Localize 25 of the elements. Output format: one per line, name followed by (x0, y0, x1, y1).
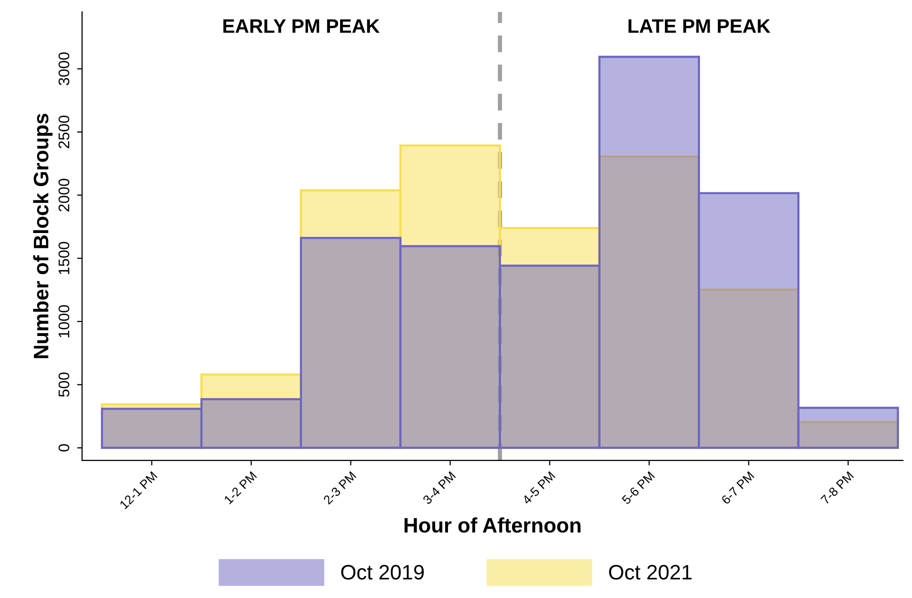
y-tick-label: 0 (58, 444, 70, 452)
annotation: EARLY PM PEAK (223, 19, 380, 33)
y-tick-label: 1000 (58, 305, 70, 338)
x-tick-label: 3-4 PM (422, 471, 456, 505)
legend-label: Oct 2021 (609, 564, 692, 580)
y-tick-label: 500 (58, 372, 70, 397)
bar (698, 192, 800, 449)
x-tick-label: 1-2 PM (224, 471, 257, 504)
x-tick-label: 5-6 PM (621, 471, 655, 505)
x-tick-label: 7-8 PM (820, 471, 854, 505)
x-tick-label: 6-7 PM (720, 471, 754, 505)
y-tick-label: 1500 (58, 242, 70, 274)
bar (797, 406, 899, 449)
x-axis-title: Hour of Afternoon (404, 517, 580, 533)
x-tick-label: 4-5 PM (522, 471, 556, 505)
bar (598, 56, 700, 449)
y-axis-title: Number of Block Groups (33, 114, 53, 358)
y-tick-label: 2500 (58, 116, 70, 148)
y-tick-label: 3000 (58, 52, 70, 86)
bar (200, 398, 302, 449)
annotation: LATE PM PEAK (628, 19, 770, 33)
y-tick-label: 2000 (58, 178, 70, 212)
x-tick-label: 2-3 PM (322, 471, 356, 505)
bar (300, 236, 402, 449)
legend-label: Oct 2019 (341, 564, 424, 580)
